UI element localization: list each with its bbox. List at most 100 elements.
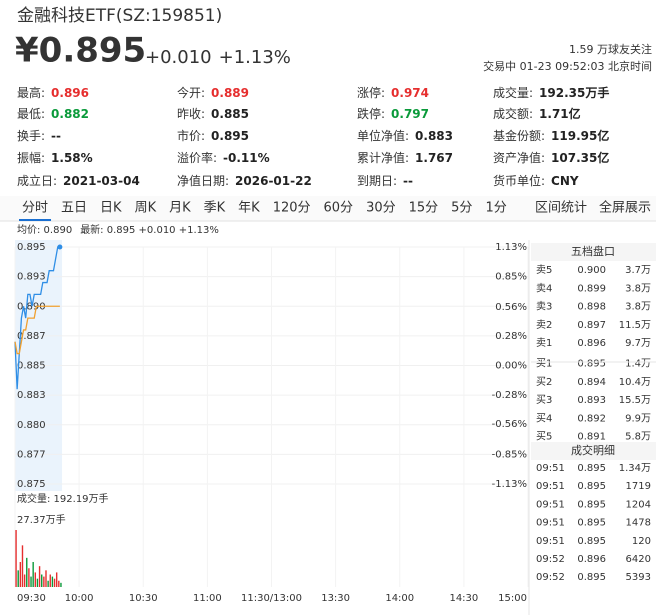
tab[interactable]: 30分 xyxy=(366,201,396,216)
tab[interactable]: 年K xyxy=(238,201,260,216)
trade-price: 0.895 xyxy=(577,499,606,510)
stat-value: 1.58% xyxy=(51,151,93,165)
x-tick-label: 14:30 xyxy=(449,593,478,604)
stat-value: -0.11% xyxy=(223,151,270,165)
book-volume: 15.5万 xyxy=(619,395,651,406)
trade-price: 0.895 xyxy=(577,536,606,547)
trade-time: 09:51 xyxy=(536,518,565,529)
tab[interactable]: 周K xyxy=(135,201,157,216)
stat-label: 今开: xyxy=(177,85,205,100)
stat-value: 0.895 xyxy=(211,129,249,143)
volume-bar xyxy=(38,566,41,587)
book-price: 0.896 xyxy=(577,338,606,349)
volume-max: 27.37万手 xyxy=(17,513,66,526)
book-price: 0.895 xyxy=(577,359,606,370)
tab-link[interactable]: 区间统计 xyxy=(535,201,587,216)
price: ¥0.895 xyxy=(15,31,146,71)
y-tick-label: 0.880 xyxy=(17,420,46,431)
y2-tick-label: -1.13% xyxy=(492,479,527,490)
y2-tick-label: 0.28% xyxy=(495,331,527,342)
change: +0.010 xyxy=(145,47,212,68)
tab[interactable]: 15分 xyxy=(409,201,439,216)
y-tick-label: 0.893 xyxy=(17,272,46,283)
stat: 最高: 0.896 xyxy=(17,85,89,100)
change-pct: +1.13% xyxy=(219,47,291,68)
price-line xyxy=(14,305,60,355)
volume-bar xyxy=(58,580,60,587)
stat-label: 单位净值: xyxy=(357,128,409,143)
y2-tick-label: 0.00% xyxy=(495,361,527,372)
trade-price: 0.896 xyxy=(577,554,606,565)
stat-label: 到期日: xyxy=(357,174,397,188)
stat-value: 1.767 xyxy=(415,151,453,165)
book-side: 卖1 xyxy=(536,337,552,349)
volume-title: 成交量: 192.19万手 xyxy=(17,492,109,505)
y2-tick-label: -0.28% xyxy=(492,390,527,401)
stat: 到期日: -- xyxy=(357,174,413,188)
stat-label: 最低: xyxy=(17,107,45,121)
book-volume: 3.8万 xyxy=(625,302,651,313)
book-side: 买1 xyxy=(536,358,552,370)
stat-value: CNY xyxy=(551,174,579,188)
stat-label: 资产净值: xyxy=(493,150,545,165)
volume-bar xyxy=(53,578,56,587)
tab-link[interactable]: 全屏展示 xyxy=(599,200,651,216)
stat-label: 市价: xyxy=(177,128,205,143)
tab[interactable]: 月K xyxy=(169,201,191,216)
stat-label: 净值日期: xyxy=(177,173,229,188)
stat-value: 0.974 xyxy=(391,86,429,100)
price-line xyxy=(14,246,60,390)
book-price: 0.900 xyxy=(577,265,606,276)
title: 金融科技ETF(SZ:159851) xyxy=(17,6,222,26)
stat-value: 0.882 xyxy=(51,107,89,121)
stat: 净值日期: 2026-01-22 xyxy=(177,173,312,188)
book-price: 0.897 xyxy=(577,320,606,331)
volume-bar xyxy=(34,572,37,587)
volume-bar xyxy=(47,580,49,587)
y2-tick-label: 0.85% xyxy=(495,271,527,282)
stat-label: 振幅: xyxy=(17,150,45,165)
stat: 换手: -- xyxy=(17,129,61,143)
y2-tick-label: -0.85% xyxy=(492,450,527,461)
stat-label: 成立日: xyxy=(17,173,57,188)
stat-value: 0.896 xyxy=(51,86,89,100)
side-panel xyxy=(530,240,656,615)
trade-price: 0.895 xyxy=(577,572,606,583)
trade-price: 0.895 xyxy=(577,463,606,474)
book-side: 买4 xyxy=(536,412,552,424)
trade-volume: 1478 xyxy=(626,518,651,529)
book-volume: 9.7万 xyxy=(625,338,651,349)
stat: 成交额: 1.71亿 xyxy=(493,106,581,121)
tab[interactable]: 1分 xyxy=(485,201,506,216)
volume-bar xyxy=(43,576,45,587)
stat-value: 107.35亿 xyxy=(551,150,609,165)
volume-bar xyxy=(41,574,43,587)
book-volume: 11.5万 xyxy=(619,320,651,331)
trade-time: 09:51 xyxy=(536,499,565,510)
trade-time: 09:51 xyxy=(536,463,565,474)
tab[interactable]: 120分 xyxy=(273,201,311,216)
stat-value: 0.889 xyxy=(211,86,249,100)
book-price: 0.891 xyxy=(577,432,606,443)
stat-label: 换手: xyxy=(17,129,45,143)
stat: 跌停: 0.797 xyxy=(357,106,429,121)
stat: 基金份额: 119.95亿 xyxy=(493,128,609,143)
tab[interactable]: 分时 xyxy=(22,201,48,216)
y2-tick-label: 0.56% xyxy=(495,302,527,313)
trade-volume: 1204 xyxy=(626,499,651,510)
tab[interactable]: 5分 xyxy=(451,201,472,216)
stat-label: 涨停: xyxy=(357,85,385,100)
tab[interactable]: 日K xyxy=(100,201,122,216)
tab[interactable]: 60分 xyxy=(324,201,354,216)
last-point xyxy=(57,244,63,250)
order-book-title: 五档盘口 xyxy=(571,244,615,258)
y-tick-label: 0.875 xyxy=(17,479,46,490)
tab[interactable]: 五日 xyxy=(61,201,87,216)
y-tick-label: 0.883 xyxy=(17,390,46,401)
tab[interactable]: 季K xyxy=(204,201,226,216)
book-side: 买3 xyxy=(536,394,552,406)
y-tick-label: 0.895 xyxy=(17,242,46,253)
legend: 最新: 0.895 +0.010 +1.13% xyxy=(80,223,219,236)
stat-label: 货币单位: xyxy=(493,173,545,188)
